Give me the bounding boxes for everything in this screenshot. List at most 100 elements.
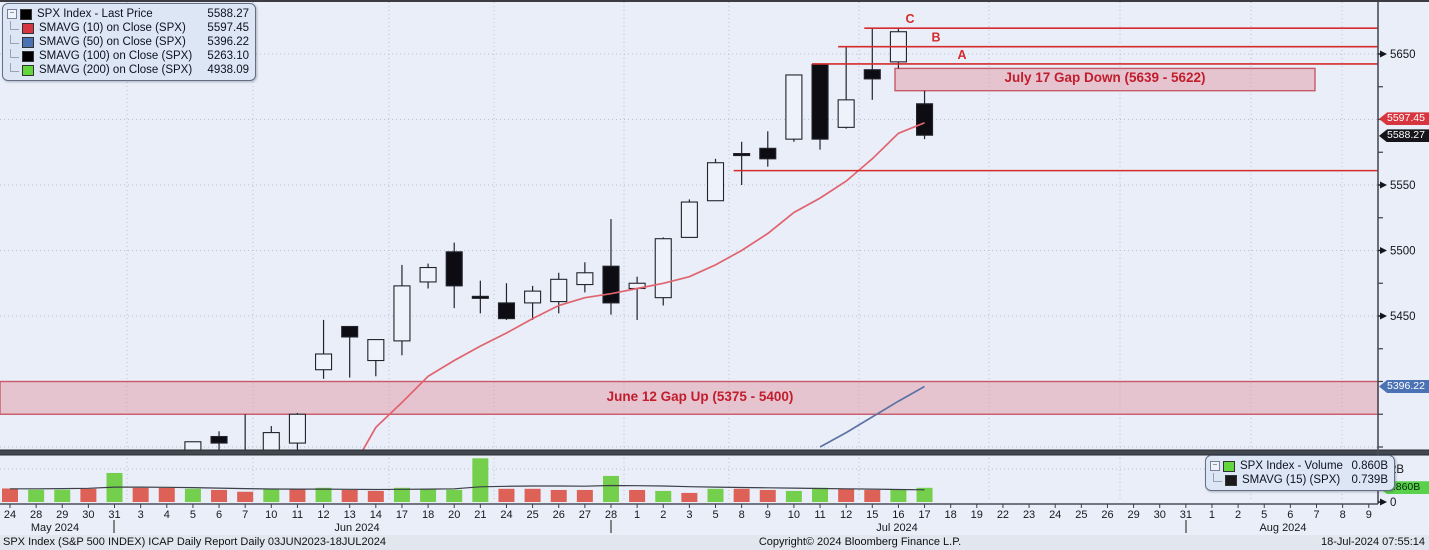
svg-text:5: 5 <box>712 509 718 521</box>
svg-text:2: 2 <box>1235 509 1241 521</box>
svg-text:24: 24 <box>500 509 512 521</box>
series-value: 5597.45 <box>207 22 249 34</box>
month-label: Aug 2024 <box>1259 522 1306 534</box>
footer-timestamp: 18-Jul-2024 07:55:14 <box>1321 536 1425 548</box>
svg-text:29: 29 <box>56 509 68 521</box>
legend-row[interactable]: SMAVG (15) (SPX) 0.739B <box>1210 472 1388 487</box>
series-label: SMAVG (200) on Close (SPX) <box>39 64 193 76</box>
svg-text:11: 11 <box>292 509 303 521</box>
svg-text:9: 9 <box>765 509 771 521</box>
svg-text:28: 28 <box>605 509 617 521</box>
tree-branch-icon <box>10 20 19 30</box>
footer-strip <box>0 535 1429 550</box>
sma50-price-tag: 5396.22 <box>1379 379 1429 393</box>
volume-legend[interactable]: − SPX Index - Volume 0.860B SMAVG (15) (SPX… <box>1205 455 1395 491</box>
svg-text:1: 1 <box>1209 509 1215 521</box>
series-swatch-icon <box>22 50 34 62</box>
tree-branch-icon <box>10 48 19 58</box>
series-label: SMAVG (50) on Close (SPX) <box>39 36 186 48</box>
series-value: 5396.22 <box>207 36 249 48</box>
series-swatch-icon <box>22 36 34 48</box>
svg-text:10: 10 <box>788 509 800 521</box>
month-label: Jun 2024 <box>334 522 379 534</box>
svg-text:24: 24 <box>4 509 16 521</box>
svg-text:15: 15 <box>866 509 878 521</box>
svg-text:4: 4 <box>164 509 170 521</box>
resistance-label-A: A <box>957 48 966 62</box>
svg-text:8: 8 <box>1340 509 1346 521</box>
gap-up-band <box>0 380 1379 415</box>
legend-row[interactable]: SMAVG (100) on Close (SPX) 5263.10 <box>7 48 249 63</box>
svg-text:17: 17 <box>396 509 408 521</box>
series-value: 5588.27 <box>207 8 249 20</box>
legend-row[interactable]: − SPX Index - Last Price 5588.27 <box>7 7 249 21</box>
tree-collapse-icon[interactable]: − <box>1210 461 1220 471</box>
last-price-tag: 5588.27 <box>1379 129 1429 143</box>
svg-text:12: 12 <box>840 509 852 521</box>
svg-text:31: 31 <box>108 509 120 521</box>
svg-text:7: 7 <box>242 509 248 521</box>
svg-text:14: 14 <box>370 509 382 521</box>
candlesticks <box>184 27 934 450</box>
svg-text:10: 10 <box>265 509 277 521</box>
series-value: 4938.09 <box>207 64 249 76</box>
svg-text:16: 16 <box>892 509 904 521</box>
svg-text:13: 13 <box>344 509 356 521</box>
svg-text:27: 27 <box>579 509 591 521</box>
svg-text:18: 18 <box>422 509 434 521</box>
series-swatch-icon <box>20 8 32 20</box>
svg-text:24: 24 <box>1049 509 1061 521</box>
svg-text:21: 21 <box>474 509 486 521</box>
series-label: SPX Index - Last Price <box>37 8 153 20</box>
series-swatch-icon <box>1225 474 1237 486</box>
series-label: SMAVG (10) on Close (SPX) <box>39 22 186 34</box>
volume-tick-label: 0 <box>1390 497 1396 509</box>
svg-text:28: 28 <box>30 509 42 521</box>
svg-text:3: 3 <box>686 509 692 521</box>
sma50-line <box>819 385 925 448</box>
month-label: Jul 2024 <box>876 522 918 534</box>
legend-row[interactable]: SMAVG (50) on Close (SPX) 5396.22 <box>7 34 249 49</box>
svg-text:11: 11 <box>814 509 825 521</box>
svg-text:17: 17 <box>918 509 930 521</box>
series-value: 5263.10 <box>207 50 249 62</box>
svg-text:5: 5 <box>190 509 196 521</box>
price-legend[interactable]: − SPX Index - Last Price 5588.27 SMAVG (10)… <box>2 3 256 81</box>
svg-text:23: 23 <box>1023 509 1035 521</box>
svg-text:5: 5 <box>1261 509 1267 521</box>
month-label: May 2024 <box>31 522 79 534</box>
tree-branch-icon <box>10 62 19 72</box>
tree-collapse-icon[interactable]: − <box>7 9 17 19</box>
legend-row[interactable]: SMAVG (10) on Close (SPX) 5597.45 <box>7 20 249 35</box>
series-swatch-icon <box>1223 460 1235 472</box>
tree-branch-icon <box>1213 472 1222 482</box>
svg-text:6: 6 <box>1287 509 1293 521</box>
svg-text:29: 29 <box>1127 509 1139 521</box>
svg-text:25: 25 <box>526 509 538 521</box>
series-value: 0.739B <box>1351 474 1388 486</box>
series-label: SMAVG (15) (SPX) <box>1242 474 1341 486</box>
series-swatch-icon <box>22 64 34 76</box>
legend-row[interactable]: SMAVG (200) on Close (SPX) 4938.09 <box>7 62 249 77</box>
footer-copyright: Copyright© 2024 Bloomberg Finance L.P. <box>758 536 962 548</box>
y-tick-label: 5500 <box>1390 246 1416 258</box>
svg-text:3: 3 <box>138 509 144 521</box>
svg-text:25: 25 <box>1075 509 1087 521</box>
svg-text:2: 2 <box>660 509 666 521</box>
sma10-line <box>361 122 925 450</box>
svg-text:19: 19 <box>971 509 983 521</box>
tree-branch-icon <box>10 34 19 44</box>
svg-text:31: 31 <box>1180 509 1192 521</box>
gap-down-band <box>894 67 1316 92</box>
svg-text:26: 26 <box>553 509 565 521</box>
legend-row[interactable]: − SPX Index - Volume 0.860B <box>1210 459 1388 473</box>
gridlines <box>0 2 1378 502</box>
footer-report-title: SPX Index (S&P 500 INDEX) ICAP Daily Rep… <box>3 536 386 548</box>
volume-sma15-line <box>10 484 925 491</box>
y-tick-label: 5550 <box>1390 180 1416 192</box>
gap-down-annotation-label: July 17 Gap Down (5639 - 5622) <box>1004 70 1206 85</box>
svg-text:9: 9 <box>1366 509 1372 521</box>
